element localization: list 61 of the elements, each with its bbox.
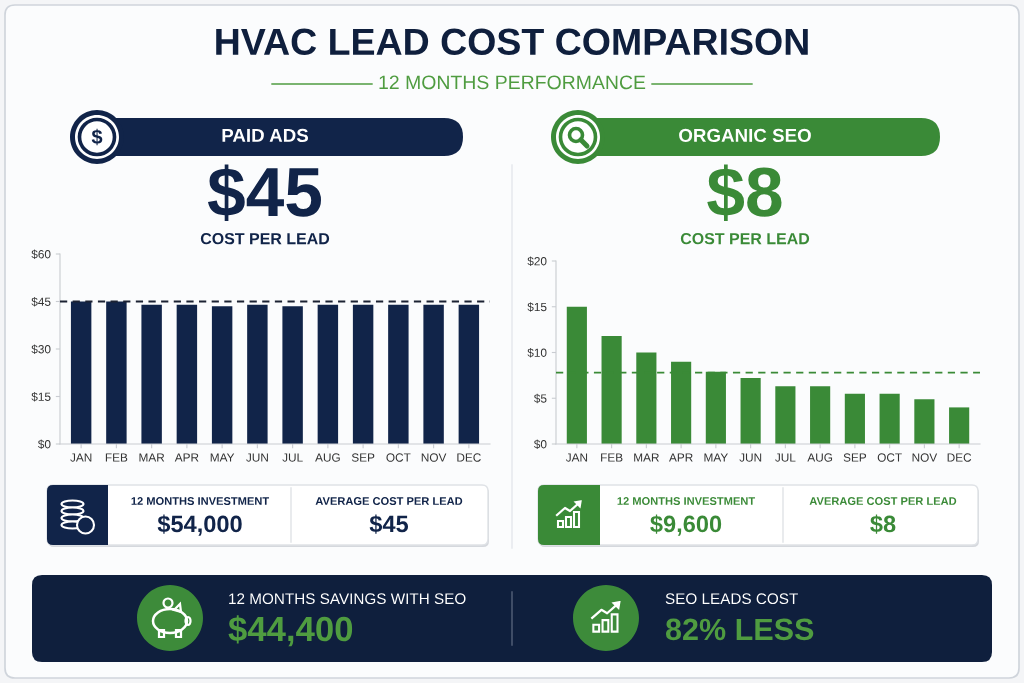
x-tick-label: MAR [634, 453, 659, 462]
x-tick-label: JUN [739, 453, 762, 462]
text: $9,600 [650, 514, 722, 536]
y-tick-label: $0 [533, 439, 547, 450]
x-tick-label: MAY [704, 453, 728, 462]
bar [844, 393, 865, 444]
text: 12 MONTHS PERFORMANCE [379, 75, 646, 90]
bar [949, 407, 970, 444]
y-tick-label: $15 [31, 392, 51, 402]
x-tick-label: JAN [70, 453, 92, 462]
x-tick-label: MAY [210, 453, 235, 462]
text: 82% LESS [665, 618, 814, 641]
x-tick-label: APR [669, 453, 693, 462]
text: $8 [870, 514, 896, 534]
bar [775, 386, 796, 444]
text: 12 MONTHS INVESTMENT [617, 497, 756, 505]
x-tick-label: NOV [912, 453, 938, 462]
text: HVAC LEAD COST COMPARISON [216, 28, 808, 56]
bar [810, 386, 831, 444]
y-tick-label: $45 [31, 297, 51, 307]
x-tick-label: APR [174, 453, 199, 462]
text: AVERAGE COST PER LEAD [315, 497, 463, 505]
text: $44,400 [228, 615, 353, 647]
text: $54,000 [157, 514, 242, 536]
y-tick-label: $60 [31, 249, 51, 260]
text: AVERAGE COST PER LEAD [809, 497, 957, 505]
x-tick-label: OCT [386, 453, 411, 462]
y-tick-label: $30 [31, 344, 51, 355]
x-tick-label: FEB [105, 453, 128, 462]
x-tick-label: MAR [139, 453, 165, 462]
x-tick-label: OCT [877, 453, 902, 462]
y-tick-label: $20 [527, 256, 547, 267]
bar [740, 378, 761, 444]
bar [914, 399, 935, 444]
x-tick-label: JUL [282, 453, 303, 462]
x-tick-label: AUG [807, 453, 833, 462]
chart-title: PAID ADS [222, 128, 309, 143]
x-tick-label: NOV [421, 453, 447, 462]
text: $8 [707, 164, 782, 222]
x-tick-label: FEB [601, 453, 623, 462]
y-tick-label: $5 [533, 393, 547, 404]
bar [879, 393, 900, 444]
text: COST PER LEAD [680, 232, 810, 245]
x-tick-label: JUN [246, 453, 268, 462]
y-tick-label: $0 [37, 439, 51, 450]
x-tick-label: DEC [457, 453, 481, 462]
x-tick-label: SEP [843, 453, 867, 462]
chart-title: ORGANIC SEO [679, 128, 811, 143]
text: SEO LEADS COST [665, 593, 798, 605]
x-tick-label: JUL [775, 453, 796, 462]
text: COST PER LEAD [200, 232, 330, 245]
y-tick-label: $15 [527, 302, 547, 312]
x-tick-label: DEC [947, 453, 972, 462]
x-tick-label: SEP [351, 453, 375, 462]
x-tick-label: JAN [565, 453, 588, 462]
y-tick-label: $10 [527, 348, 547, 358]
text: 12 MONTHS SAVINGS WITH SEO [229, 593, 466, 605]
text: 12 MONTHS INVESTMENT [131, 497, 270, 505]
text: $45 [207, 164, 321, 222]
x-tick-label: AUG [315, 453, 340, 462]
text: $45 [369, 514, 409, 534]
